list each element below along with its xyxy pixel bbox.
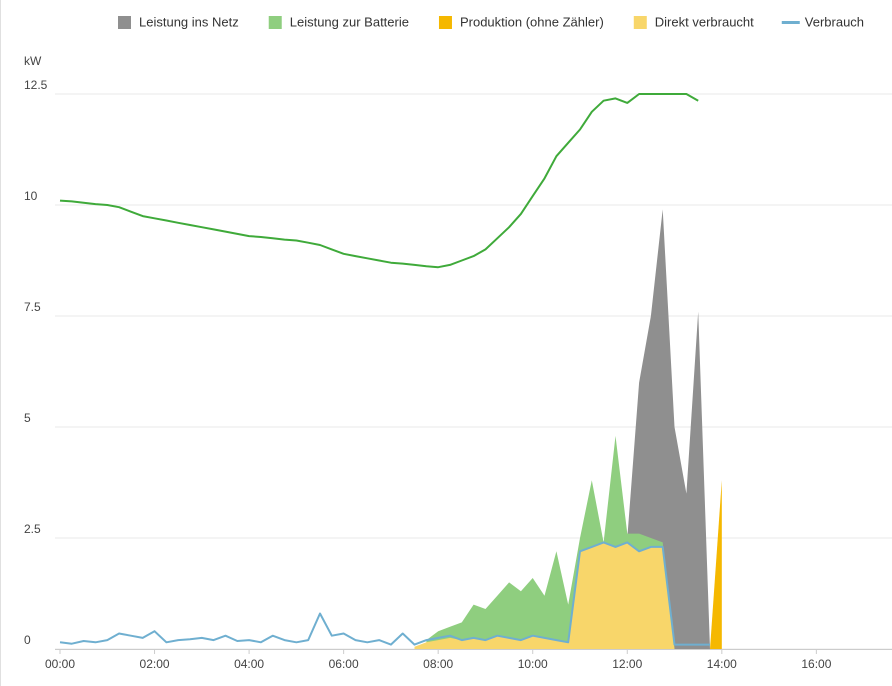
legend: Leistung ins Netz Leistung zur Batterie Pr… [118,14,864,29]
x-tick-label: 10:00 [518,657,548,671]
area [414,542,675,649]
legend-label: Produktion (ohne Zähler) [460,14,604,29]
y-tick-label: 12.5 [24,78,48,92]
y-tick-label: 10 [24,189,38,203]
legend-label: Verbrauch [805,14,864,29]
y-tick-label: 5 [24,411,31,425]
legend-swatch [268,16,282,29]
legend-swatch [438,16,452,29]
line [59,541,710,646]
x-tick-label: 06:00 [329,657,359,671]
legend-swatch [633,16,647,29]
y-tick-label: 2.5 [24,522,41,536]
x-tick-label: 02:00 [140,657,170,671]
x-tick-label: 14:00 [707,657,737,671]
x-tick-label: 12:00 [612,657,642,671]
y-tick-label: 7.5 [24,300,41,314]
x-tick-label: 08:00 [423,657,453,671]
area [710,480,722,649]
line [59,93,699,269]
legend-label: Direkt verbraucht [655,14,754,29]
y-tick-label: 0 [24,633,31,647]
x-tick-label: 00:00 [45,657,75,671]
legend-label: Leistung zur Batterie [290,14,409,29]
x-tick-label: 04:00 [234,657,264,671]
y-unit: kW [24,54,42,68]
x-tick-label: 16:00 [801,657,831,671]
legend-label: Leistung ins Netz [139,14,239,29]
legend-swatch [118,16,131,29]
